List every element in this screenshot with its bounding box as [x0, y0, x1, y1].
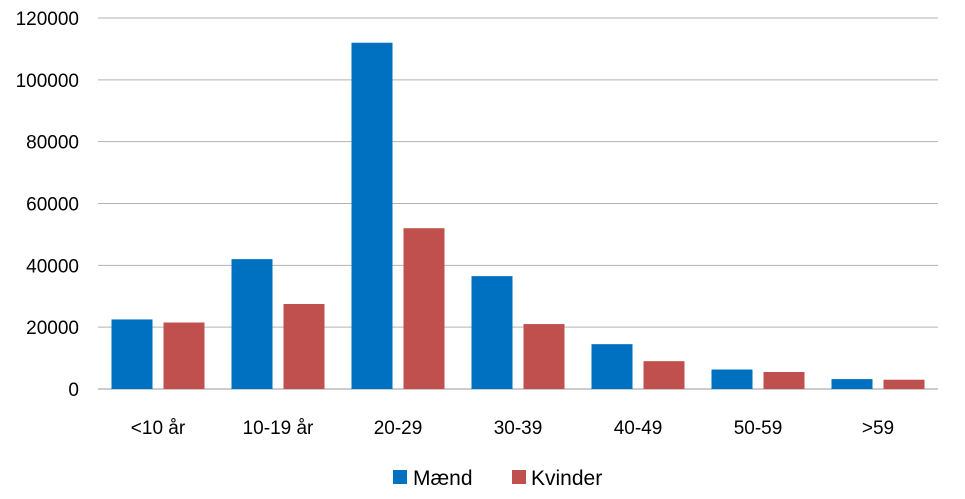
- x-axis-ticks: <10 år 10-19 år 20-29 30-39 40-49 50-59 >59: [131, 418, 894, 439]
- legend-swatch-kvinder: [512, 470, 526, 484]
- bars: [111, 42, 925, 389]
- legend-label-maend: Mænd: [413, 467, 473, 490]
- x-tick-label: <10 år: [131, 418, 186, 439]
- x-tick-label: 10-19 år: [243, 418, 314, 439]
- y-tick-label: 20000: [26, 318, 79, 339]
- bar-maend: [471, 276, 513, 389]
- bar-kvinder: [883, 379, 925, 389]
- x-tick-label: 30-39: [494, 418, 543, 439]
- bar-maend: [351, 42, 393, 389]
- y-tick-label: 60000: [26, 195, 79, 216]
- legend-label-kvinder: Kvinder: [531, 467, 602, 490]
- legend-swatch-maend: [393, 470, 407, 484]
- y-tick-label: 120000: [16, 9, 79, 30]
- x-tick-label: 50-59: [734, 418, 783, 439]
- legend: Mænd Kvinder: [393, 467, 602, 490]
- x-tick-label: 20-29: [374, 418, 423, 439]
- bar-kvinder: [763, 371, 805, 389]
- bar-kvinder: [523, 324, 565, 389]
- y-axis-ticks: 0 20000 40000 60000 80000 100000 120000: [16, 9, 79, 401]
- y-tick-label: 0: [68, 380, 79, 401]
- x-tick-label: 40-49: [614, 418, 663, 439]
- y-tick-label: 80000: [26, 133, 79, 154]
- y-tick-label: 40000: [26, 256, 79, 277]
- bar-maend: [711, 369, 753, 389]
- bar-maend: [831, 379, 873, 389]
- bar-maend: [111, 319, 153, 389]
- bar-kvinder: [403, 228, 445, 389]
- gridlines: [98, 17, 938, 390]
- bar-kvinder: [163, 322, 205, 389]
- bar-kvinder: [643, 361, 685, 389]
- bar-kvinder: [283, 303, 325, 389]
- bar-maend: [231, 259, 273, 389]
- x-tick-label: >59: [862, 418, 894, 439]
- y-tick-label: 100000: [16, 71, 79, 92]
- bar-maend: [591, 344, 633, 389]
